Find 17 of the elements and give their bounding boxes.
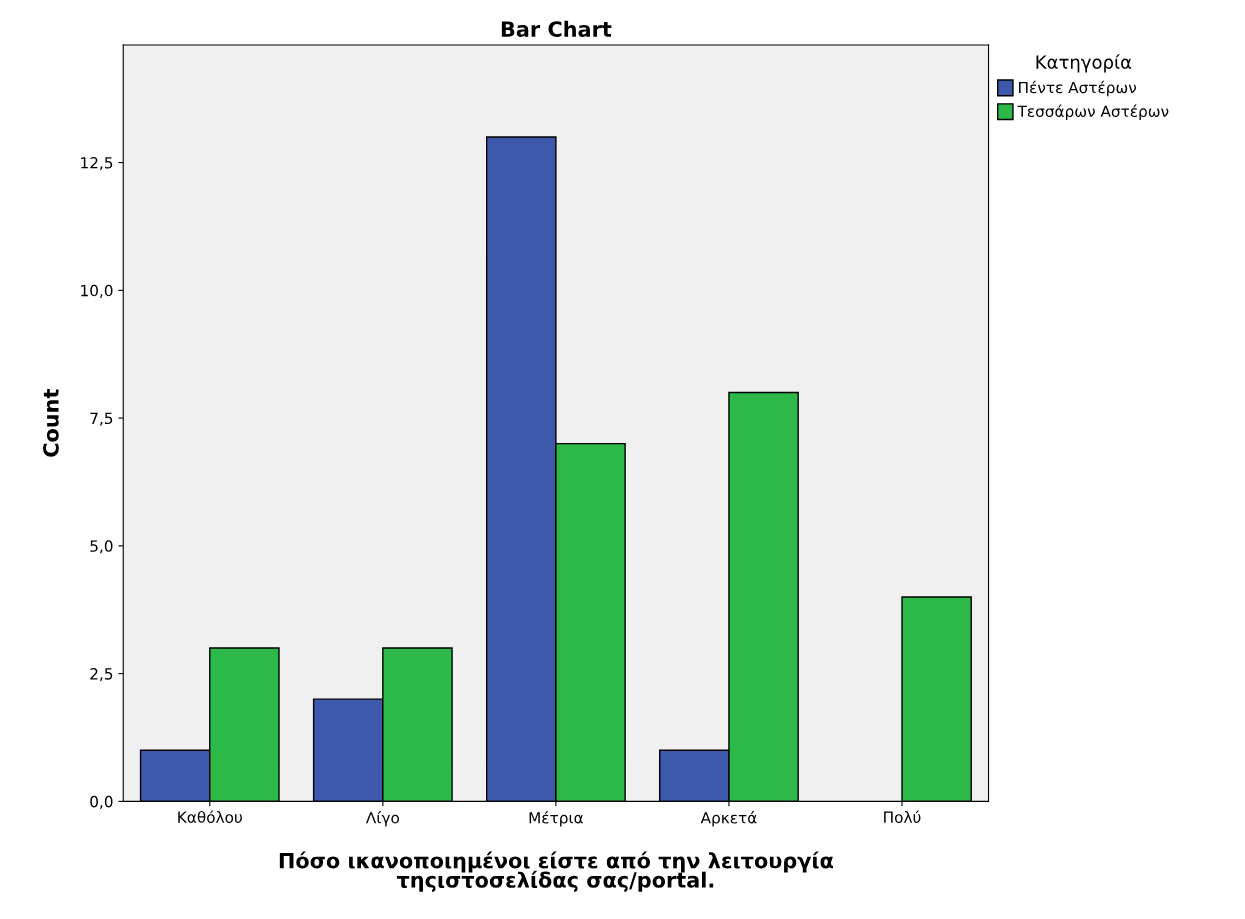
y-axis-title: Count <box>43 389 59 457</box>
y-tick-label: 12,5 <box>81 157 113 171</box>
y-tick-label: 0,0 <box>90 795 113 809</box>
x-axis-title: Πόσο ικανοποιημένοι είστε από την λειτουργία τηςιστοσελίδας σας/portal. <box>279 851 833 892</box>
x-tick-label: Μέτρια <box>529 811 583 827</box>
x-tick-label: Καθόλου <box>178 810 242 823</box>
legend-label: Πέντε Αστέρων <box>1019 80 1137 97</box>
y-tick-label: 2,5 <box>90 668 113 682</box>
x-tick-label: Αρκετά <box>700 811 757 827</box>
x-tick-label: Λίγο <box>365 811 400 827</box>
x-tick-label: Πολύ <box>884 810 921 823</box>
legend-label: Τεσσάρων Αστέρων <box>1017 104 1169 120</box>
y-tick-label: 10,0 <box>81 284 113 298</box>
chart-title: Bar Chart <box>501 20 612 37</box>
y-tick-label: 5,0 <box>90 540 113 554</box>
legend-title: Κατηγορία <box>1036 54 1132 73</box>
y-tick-label: 7,5 <box>90 412 113 426</box>
